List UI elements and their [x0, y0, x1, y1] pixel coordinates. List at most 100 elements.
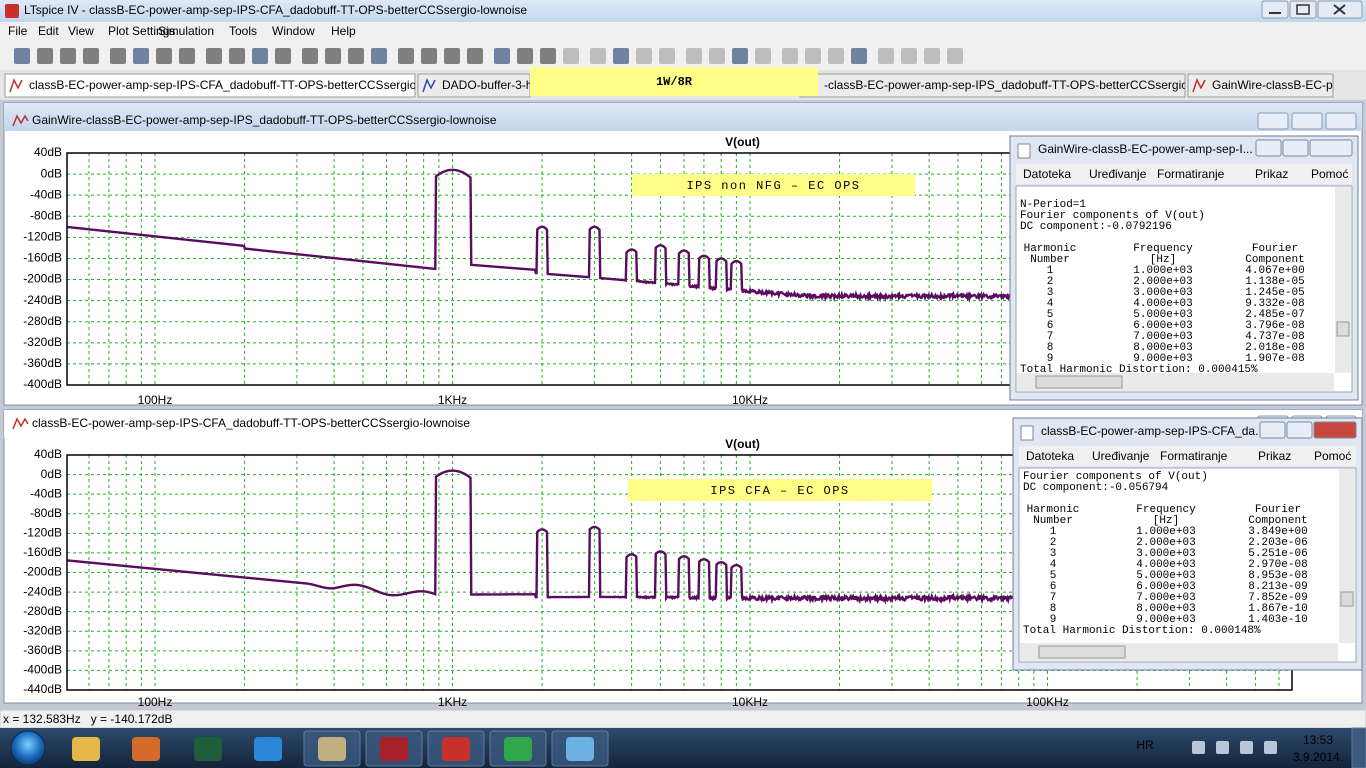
- toolbar-button[interactable]: [828, 48, 844, 64]
- toolbar-button[interactable]: [636, 48, 652, 64]
- toolbar-button[interactable]: [229, 48, 245, 64]
- maximize-button[interactable]: [1289, 0, 1317, 19]
- close-button[interactable]: [1313, 421, 1357, 439]
- tab-label[interactable]: classB-EC-power-amp-sep-IPS-CFA_dadobuff…: [29, 78, 467, 92]
- toolbar-button[interactable]: [206, 48, 222, 64]
- tab-label[interactable]: DADO-buffer-3-hig: [442, 78, 542, 92]
- vertical-scrollbar[interactable]: [1339, 469, 1355, 643]
- toolbar-button[interactable]: [467, 48, 483, 64]
- toolbar-button[interactable]: [732, 48, 748, 64]
- start-button[interactable]: [10, 730, 46, 766]
- toolbar-button[interactable]: [494, 48, 510, 64]
- show-desktop[interactable]: [1351, 727, 1366, 768]
- toolbar-button[interactable]: [851, 48, 867, 64]
- taskbar-app-icon[interactable]: [504, 737, 532, 761]
- toolbar-button[interactable]: [421, 48, 437, 64]
- toolbar-button[interactable]: [878, 48, 894, 64]
- scroll-thumb[interactable]: [1035, 375, 1123, 389]
- toolbar-button[interactable]: [901, 48, 917, 64]
- taskbar-app-icon[interactable]: [132, 737, 160, 761]
- dialog-menu-item[interactable]: Formatiranje: [1157, 167, 1225, 181]
- toolbar-button[interactable]: [133, 48, 149, 64]
- toolbar-button[interactable]: [613, 48, 629, 64]
- taskbar-app-icon[interactable]: [194, 737, 222, 761]
- menu-item[interactable]: Help: [331, 24, 356, 38]
- language-indicator[interactable]: HR: [1136, 738, 1154, 752]
- scroll-thumb[interactable]: [1340, 591, 1354, 607]
- toolbar-button[interactable]: [709, 48, 725, 64]
- taskbar-app-icon[interactable]: [380, 737, 408, 761]
- maximize-button[interactable]: [1282, 139, 1309, 157]
- menu-item[interactable]: View: [68, 24, 94, 38]
- maximize-button[interactable]: [1291, 112, 1323, 130]
- table-cell: 9: [1047, 353, 1054, 365]
- dialog-menu-item[interactable]: Pomoć: [1314, 449, 1351, 463]
- tray-icon[interactable]: [1264, 741, 1277, 754]
- toolbar-button[interactable]: [659, 48, 675, 64]
- scroll-thumb[interactable]: [1038, 645, 1126, 659]
- menu-item[interactable]: Edit: [38, 24, 59, 38]
- toolbar-button[interactable]: [14, 48, 30, 64]
- tab[interactable]: [1187, 73, 1334, 98]
- dialog-menu-item[interactable]: Datoteka: [1026, 449, 1074, 463]
- dialog-menu-item[interactable]: Prikaz: [1255, 167, 1288, 181]
- toolbar-button[interactable]: [37, 48, 53, 64]
- toolbar-button[interactable]: [947, 48, 963, 64]
- minimize-button[interactable]: [1255, 139, 1282, 157]
- toolbar-button[interactable]: [924, 48, 940, 64]
- tab-label[interactable]: GainWire-classB-EC-pow: [1212, 78, 1348, 92]
- y-tick-label: -200dB: [23, 272, 62, 286]
- taskbar-app-icon[interactable]: [72, 737, 100, 761]
- dialog-menu-item[interactable]: Pomoć: [1311, 167, 1348, 181]
- tab[interactable]: [4, 73, 416, 98]
- dialog-menu-item[interactable]: Formatiranje: [1160, 449, 1228, 463]
- taskbar-app-icon[interactable]: [442, 737, 470, 761]
- menu-item[interactable]: Tools: [229, 24, 257, 38]
- toolbar-button[interactable]: [179, 48, 195, 64]
- dialog-menu-item[interactable]: Datoteka: [1023, 167, 1071, 181]
- close-button[interactable]: [1309, 139, 1353, 157]
- vertical-scrollbar[interactable]: [1335, 187, 1351, 373]
- taskbar-app-icon[interactable]: [566, 737, 594, 761]
- toolbar-button[interactable]: [83, 48, 99, 64]
- close-button[interactable]: [1325, 112, 1357, 130]
- dialog-menu-item[interactable]: Uređivanje: [1092, 449, 1150, 463]
- toolbar-button[interactable]: [805, 48, 821, 64]
- toolbar-button[interactable]: [60, 48, 76, 64]
- tray-icon[interactable]: [1216, 741, 1229, 754]
- toolbar-button[interactable]: [110, 48, 126, 64]
- minimize-button[interactable]: [1261, 0, 1289, 19]
- tray-icon[interactable]: [1240, 741, 1253, 754]
- scroll-thumb[interactable]: [1336, 321, 1350, 337]
- menu-item[interactable]: Simulation: [158, 24, 214, 38]
- dialog-menu-item[interactable]: Prikaz: [1258, 449, 1291, 463]
- toolbar-button[interactable]: [782, 48, 798, 64]
- toolbar-button[interactable]: [156, 48, 172, 64]
- minimize-button[interactable]: [1259, 421, 1286, 439]
- minimize-button[interactable]: [1257, 112, 1289, 130]
- taskbar-app-icon[interactable]: [254, 737, 282, 761]
- toolbar-button[interactable]: [348, 48, 364, 64]
- menu-item[interactable]: Window: [272, 24, 315, 38]
- toolbar-button[interactable]: [371, 48, 387, 64]
- menu-item[interactable]: Plot Settings: [108, 24, 175, 38]
- toolbar-button[interactable]: [590, 48, 606, 64]
- toolbar-button[interactable]: [275, 48, 291, 64]
- clock-date: 3.9.2014.: [1293, 750, 1343, 764]
- toolbar-button[interactable]: [517, 48, 533, 64]
- dialog-menu-item[interactable]: Uređivanje: [1089, 167, 1147, 181]
- toolbar-button[interactable]: [540, 48, 556, 64]
- tab-label[interactable]: -classB-EC-power-amp-sep-IPS_dadobuff-TT…: [824, 78, 1239, 92]
- maximize-button[interactable]: [1286, 421, 1313, 439]
- toolbar-button[interactable]: [302, 48, 318, 64]
- toolbar-button[interactable]: [398, 48, 414, 64]
- toolbar-button[interactable]: [686, 48, 702, 64]
- toolbar-button[interactable]: [252, 48, 268, 64]
- taskbar-app-icon[interactable]: [318, 737, 346, 761]
- tray-icon[interactable]: [1192, 741, 1205, 754]
- toolbar-button[interactable]: [444, 48, 460, 64]
- toolbar-button[interactable]: [325, 48, 341, 64]
- toolbar-button[interactable]: [563, 48, 579, 64]
- toolbar-button[interactable]: [755, 48, 771, 64]
- menu-item[interactable]: File: [8, 24, 28, 38]
